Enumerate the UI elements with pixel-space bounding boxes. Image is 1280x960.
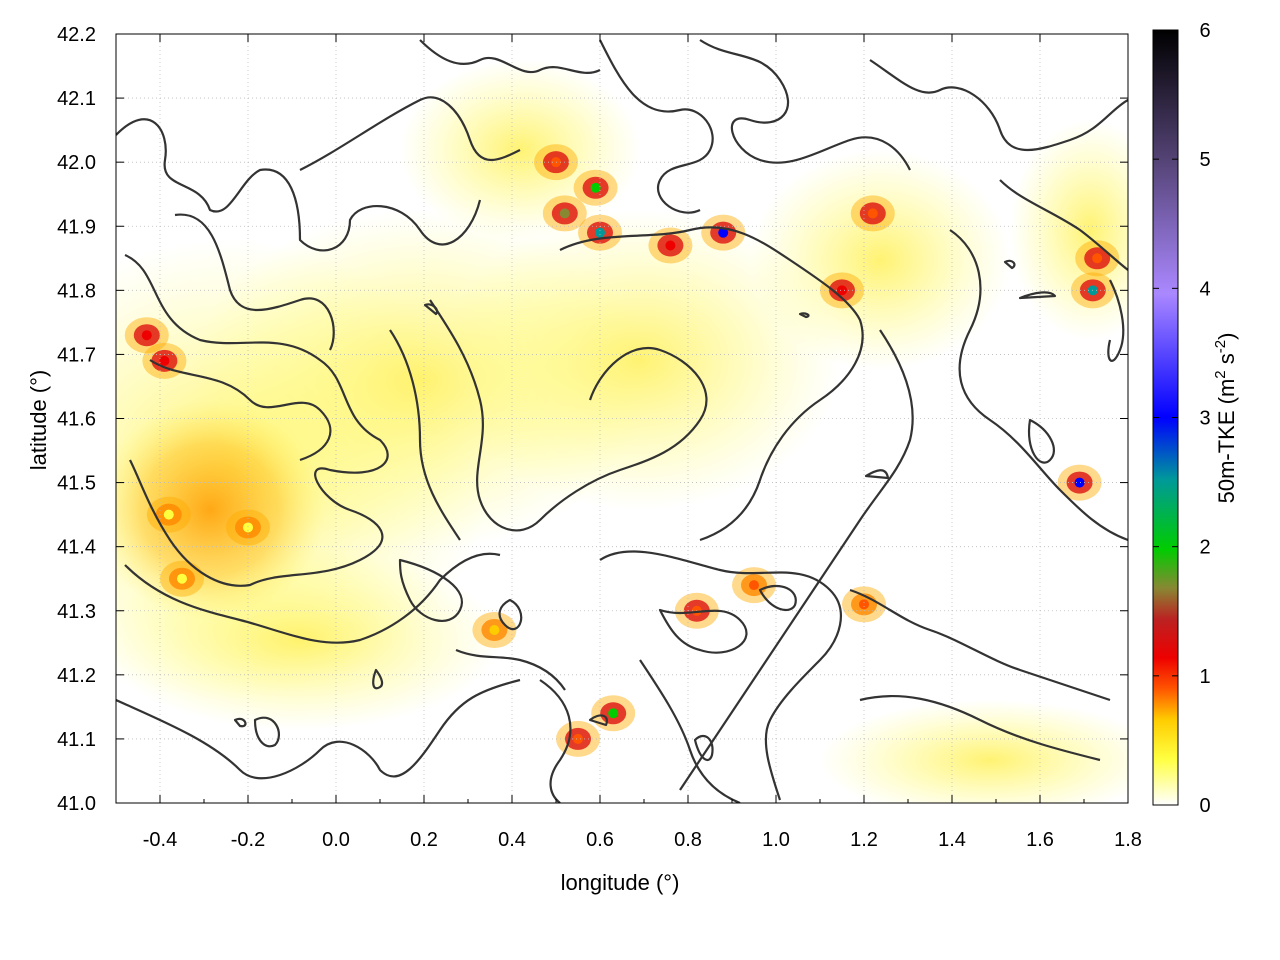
hotspot-core — [590, 182, 601, 193]
x-tick-label: 0.0 — [322, 829, 350, 851]
y-tick-label: 41.8 — [57, 280, 96, 302]
hotspot-core — [859, 599, 869, 610]
y-tick-label: 41.0 — [57, 793, 96, 815]
y-tick-label: 41.4 — [57, 537, 96, 559]
x-tick-label: -0.2 — [231, 829, 265, 851]
colorbar-label-sup1: 2 — [1212, 370, 1229, 378]
colorbar-tick-label: 1 — [1199, 666, 1210, 688]
hotspot-core — [595, 227, 605, 238]
colorbar-tick-label: 0 — [1199, 795, 1210, 817]
hotspot-core — [608, 708, 619, 719]
y-tick-label: 41.7 — [57, 344, 96, 366]
hotspot-core — [489, 624, 500, 635]
y-tick-label: 42.2 — [57, 24, 96, 46]
colorbar-label-main: 50m-TKE (m — [1214, 379, 1239, 504]
grid — [116, 34, 1128, 803]
hotspot-core — [837, 285, 847, 296]
x-tick-label: 0.4 — [498, 829, 526, 851]
x-tick-label: 1.6 — [1026, 829, 1054, 851]
contour-lines — [116, 39, 1128, 803]
hotspot-core — [718, 227, 729, 238]
hotspot-core — [243, 522, 253, 533]
colorbar-tick-label: 5 — [1199, 149, 1210, 171]
colorbar-tick-label: 2 — [1199, 537, 1210, 559]
hotspot-core — [665, 240, 676, 251]
hotspot-core — [1074, 477, 1085, 488]
hotspot-core — [867, 208, 878, 219]
hotspot-core — [163, 509, 174, 520]
colorbar-label: 50m-TKE (m2 s-2) — [1212, 333, 1239, 504]
x-tick-label: 1.2 — [850, 829, 878, 851]
x-tick-label: -0.4 — [143, 829, 177, 851]
x-tick-label: 0.8 — [674, 829, 702, 851]
x-axis: -0.4 -0.2 0.0 0.2 0.4 0.6 0.8 1.0 1.2 1.4 1.6 1.8 — [115, 34, 1142, 851]
hotspot-core — [573, 733, 583, 744]
x-tick-label: 1.4 — [938, 829, 966, 851]
heat-field — [116, 60, 1128, 803]
y-tick-label: 42.0 — [57, 152, 96, 174]
colorbar-tick-label: 4 — [1199, 278, 1210, 300]
x-axis-label: longitude (°) — [561, 870, 680, 895]
y-tick-label: 42.1 — [57, 88, 96, 110]
y-tick-label: 41.9 — [57, 216, 96, 238]
y-tick-label: 41.5 — [57, 473, 96, 495]
y-axis-label: latitude (°) — [26, 370, 51, 471]
y-tick-label: 41.3 — [57, 601, 96, 623]
colorbar-label-sup2: -2 — [1212, 340, 1229, 353]
x-tick-label: 0.2 — [410, 829, 438, 851]
x-tick-label: 1.0 — [762, 829, 790, 851]
colorbar-tick-label: 6 — [1199, 20, 1210, 42]
y-tick-label: 41.1 — [57, 729, 96, 751]
colorbar-label-mid: s — [1214, 353, 1239, 370]
hotspot-core — [141, 330, 152, 341]
hotspot-core — [159, 355, 170, 366]
y-axis: 41.0 41.1 41.2 41.3 41.4 41.5 41.6 41.7 41.8 41.9… — [57, 24, 1128, 815]
y-tick-label: 41.6 — [57, 409, 96, 431]
x-tick-label: 0.6 — [586, 829, 614, 851]
colorbar-label-end: ) — [1214, 333, 1239, 340]
y-tick-label: 41.2 — [57, 665, 96, 687]
hotspot-core — [1092, 253, 1103, 264]
hotspot-core — [749, 580, 759, 591]
x-tick-label: 1.8 — [1114, 829, 1142, 851]
hotspot-core — [559, 208, 570, 219]
hotspot-core — [177, 573, 187, 584]
colorbar-ticks: 0 1 2 3 4 5 6 — [1153, 20, 1211, 817]
colorbar-tick-label: 3 — [1199, 408, 1210, 430]
